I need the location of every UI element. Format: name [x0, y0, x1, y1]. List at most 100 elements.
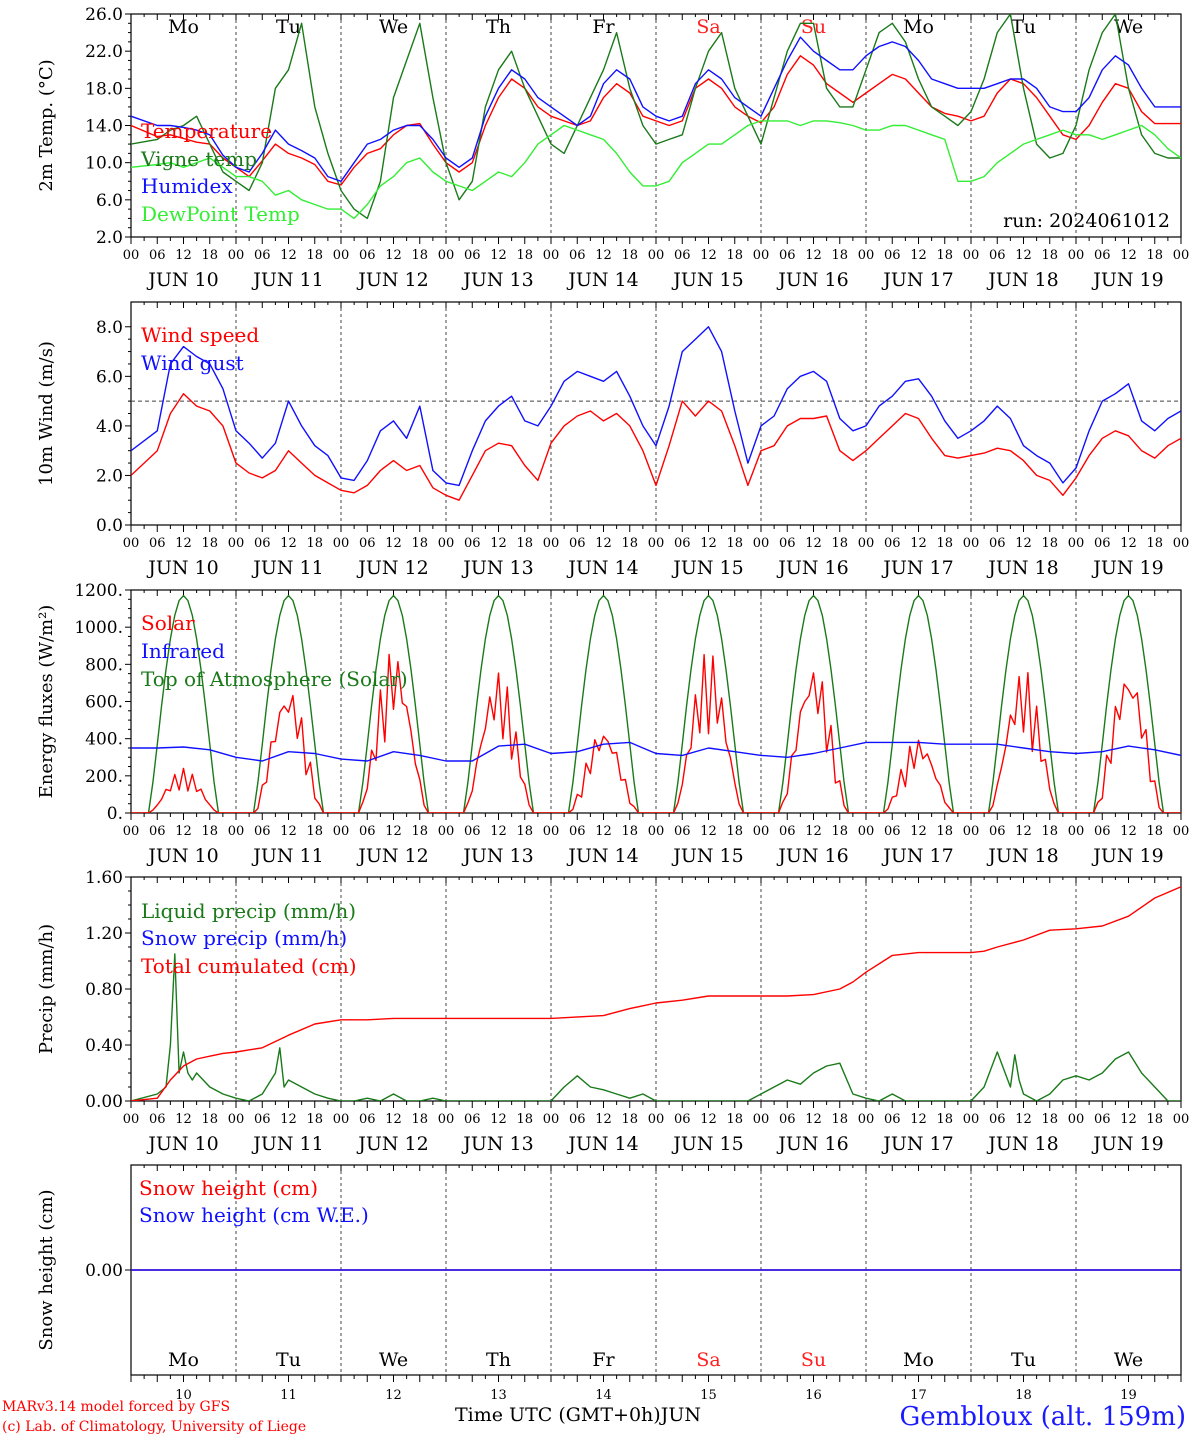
date-label: JUN 16: [776, 845, 848, 867]
legend-entry: Top of Atmosphere (Solar): [141, 667, 408, 691]
hour-label: 00: [753, 536, 770, 551]
date-label: JUN 17: [881, 845, 953, 867]
hour-label: 12: [1015, 824, 1032, 839]
hour-label: 06: [779, 824, 796, 839]
hour-label: 18: [411, 536, 428, 551]
hour-label: 18: [201, 536, 218, 551]
hour-label: 12: [280, 248, 297, 263]
hour-label: 06: [1094, 1112, 1111, 1127]
hour-label: 00: [1068, 536, 1085, 551]
y-tick-label: 0.: [107, 804, 123, 824]
y-axis-label: Snow height (cm): [36, 1189, 57, 1350]
y-axis-label: 2m Temp. (°C): [36, 59, 57, 191]
run-label: run: 2024061012: [1003, 210, 1170, 232]
hour-label: 18: [306, 536, 323, 551]
station-name: Gembloux (alt. 159m): [899, 1402, 1186, 1432]
hour-label: 18: [1146, 536, 1163, 551]
date-label: JUN 18: [986, 557, 1058, 579]
hour-label: 00: [438, 824, 455, 839]
date-label: JUN 19: [1091, 269, 1163, 291]
legend-entry: Snow precip (mm/h): [141, 926, 347, 950]
date-label: JUN 19: [1091, 845, 1163, 867]
hour-label: 12: [175, 1112, 192, 1127]
hour-label: 12: [1015, 248, 1032, 263]
hour-label: 18: [516, 248, 533, 263]
date-label: JUN 17: [881, 1133, 953, 1155]
time-axis-text: Time UTC (GMT+0h): [455, 1404, 661, 1426]
hour-label: 18: [621, 248, 638, 263]
hour-label: 00: [1173, 1112, 1190, 1127]
hour-label: 12: [385, 1112, 402, 1127]
hour-label: 18: [936, 248, 953, 263]
date-label: JUN 16: [776, 269, 848, 291]
hour-label: 12: [700, 1112, 717, 1127]
date-label: JUN 12: [356, 845, 428, 867]
weekday-label: Tu: [276, 1349, 301, 1371]
legend-entry: Total cumulated (cm): [141, 954, 357, 978]
weekday-label: Fr: [592, 1349, 615, 1371]
panel-temperature: 2.0 6.0 10.0 14.0 18.0 22.0 26.0 2m Temp. (°C) 0…: [36, 5, 1189, 291]
hour-label: 00: [333, 248, 350, 263]
date-label: JUN 13: [461, 845, 533, 867]
hour-label: 06: [149, 1112, 166, 1127]
hour-label: 06: [359, 536, 376, 551]
date-label: JUN 11: [251, 269, 323, 291]
hour-label: 18: [621, 824, 638, 839]
hour-label: 18: [621, 536, 638, 551]
hour-label: 00: [228, 536, 245, 551]
hour-label: 00: [648, 248, 665, 263]
hour-label: 06: [569, 824, 586, 839]
hour-label: 18: [201, 248, 218, 263]
hour-label: 18: [411, 1112, 428, 1127]
hour-label: 06: [779, 248, 796, 263]
hour-label: 00: [858, 824, 875, 839]
series-group: [131, 14, 1181, 220]
hour-label: 00: [438, 536, 455, 551]
hour-label: 00: [123, 1112, 140, 1127]
hour-label: 18: [306, 824, 323, 839]
hour-label: 06: [464, 248, 481, 263]
hour-label: 06: [359, 1112, 376, 1127]
y-tick-label: 800.: [85, 655, 123, 675]
date-label: JUN 15: [671, 557, 743, 579]
series-line-temperature: [131, 55, 1181, 186]
day-number-label: 13: [490, 1388, 507, 1403]
y-tick-label: 0.00: [85, 1092, 123, 1112]
y-tick-label: 22.0: [85, 42, 123, 62]
hour-label: 06: [884, 536, 901, 551]
y-tick-label: 10.0: [85, 154, 123, 174]
hour-label: 12: [700, 248, 717, 263]
hour-label: 18: [1041, 536, 1058, 551]
day-number-label: 19: [1120, 1388, 1137, 1403]
date-label: JUN 15: [671, 269, 743, 291]
date-label: JUN 11: [251, 1133, 323, 1155]
hour-label: 12: [805, 248, 822, 263]
hour-label: 18: [1146, 248, 1163, 263]
date-label: JUN 12: [356, 1133, 428, 1155]
series-group: [131, 326, 1181, 501]
day-number-label: 15: [700, 1388, 717, 1403]
hour-label: 06: [1094, 536, 1111, 551]
hour-label: 12: [490, 1112, 507, 1127]
hour-label: 18: [516, 536, 533, 551]
hour-label: 12: [910, 248, 927, 263]
hour-label: 12: [595, 1112, 612, 1127]
y-tick-label: 200.: [85, 767, 123, 787]
hour-label: 12: [1120, 536, 1137, 551]
series-line-liquid-precip-mm-h-: [131, 953, 1181, 1101]
hour-label: 00: [228, 824, 245, 839]
y-tick-label: 8.0: [96, 318, 123, 338]
day-number-label: 17: [910, 1388, 927, 1403]
hour-label: 06: [149, 824, 166, 839]
hour-label: 18: [936, 824, 953, 839]
hour-label: 00: [1173, 824, 1190, 839]
series-line-total-cumulated-cm-: [131, 886, 1181, 1101]
y-tick-label: 0.00: [85, 1261, 123, 1281]
hour-label: 00: [543, 1112, 560, 1127]
y-tick-label: 1000.: [74, 618, 123, 638]
day-number-label: 16: [805, 1388, 822, 1403]
hour-label: 00: [228, 1112, 245, 1127]
hour-label: 00: [123, 824, 140, 839]
hour-label: 00: [648, 536, 665, 551]
y-tick-label: 18.0: [85, 79, 123, 99]
